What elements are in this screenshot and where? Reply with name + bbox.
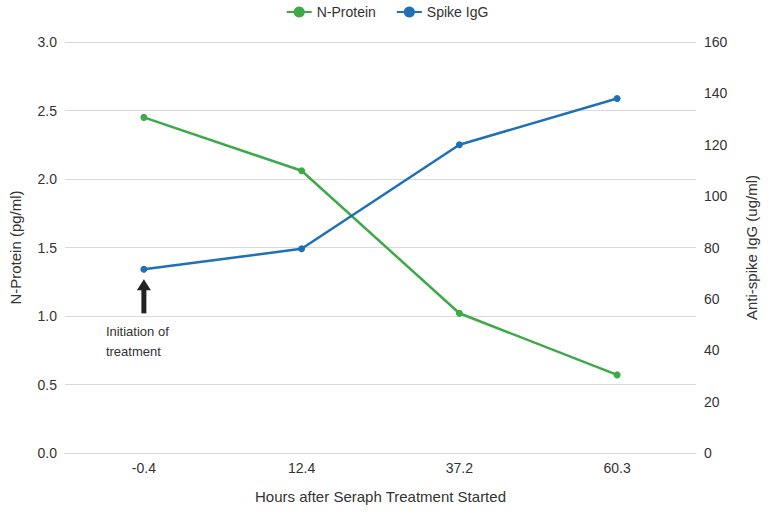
svg-text:1.5: 1.5 — [38, 240, 58, 256]
svg-text:3.0: 3.0 — [38, 34, 58, 50]
svg-text:0: 0 — [704, 445, 712, 461]
svg-text:2.5: 2.5 — [38, 103, 58, 119]
svg-text:0.0: 0.0 — [38, 445, 58, 461]
svg-text:160: 160 — [704, 34, 728, 50]
svg-text:60.3: 60.3 — [604, 460, 631, 476]
svg-text:20: 20 — [704, 394, 720, 410]
svg-text:0.5: 0.5 — [38, 377, 58, 393]
svg-text:treatment: treatment — [106, 344, 161, 359]
svg-text:140: 140 — [704, 85, 728, 101]
svg-text:Initiation of: Initiation of — [106, 324, 173, 339]
svg-text:Hours after Seraph Treatment S: Hours after Seraph Treatment Started — [255, 488, 506, 505]
svg-text:N-Protein (pg/ml): N-Protein (pg/ml) — [7, 190, 24, 304]
svg-text:100: 100 — [704, 188, 728, 204]
svg-text:-0.4: -0.4 — [132, 460, 156, 476]
svg-text:120: 120 — [704, 137, 728, 153]
svg-text:1.0: 1.0 — [38, 308, 58, 324]
svg-text:60: 60 — [704, 291, 720, 307]
svg-text:2.0: 2.0 — [38, 171, 58, 187]
svg-text:12.4: 12.4 — [288, 460, 315, 476]
svg-text:80: 80 — [704, 240, 720, 256]
svg-text:40: 40 — [704, 342, 720, 358]
svg-text:Anti-spike IgG (ug/ml): Anti-spike IgG (ug/ml) — [743, 175, 760, 320]
svg-text:N-Protein: N-Protein — [317, 4, 376, 20]
svg-text:Spike IgG: Spike IgG — [427, 4, 488, 20]
svg-text:37.2: 37.2 — [446, 460, 473, 476]
